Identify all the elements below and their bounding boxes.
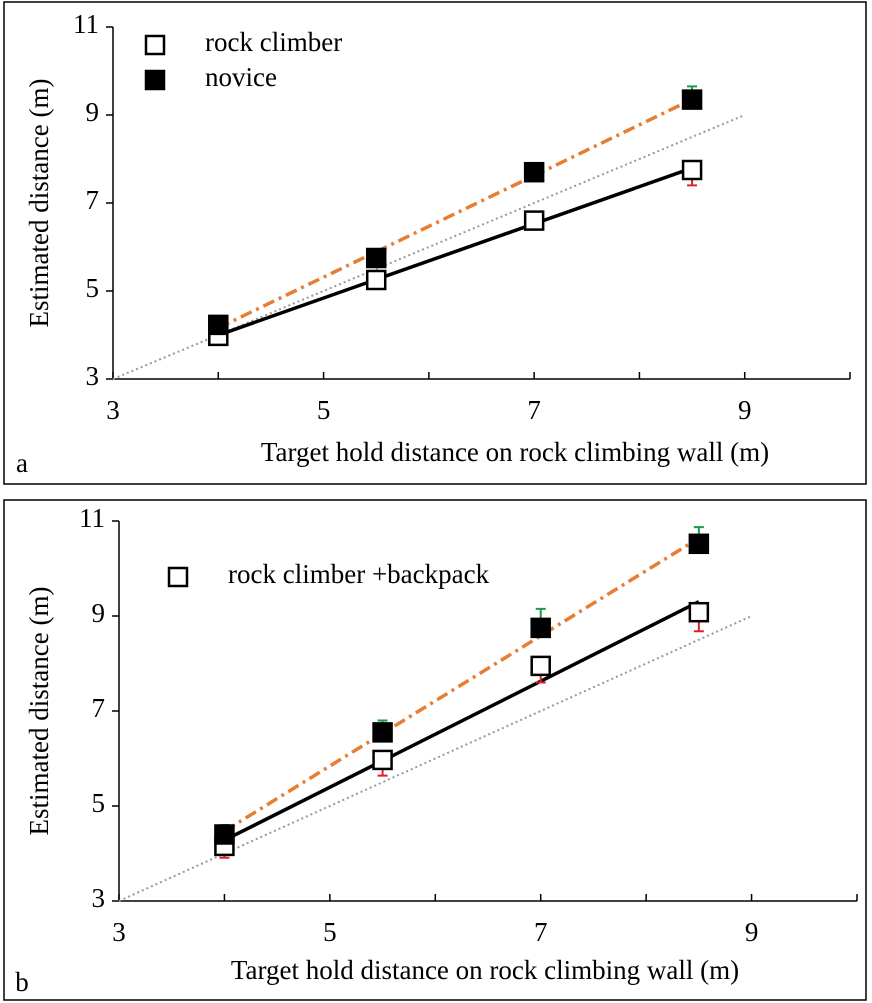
panel-label: b	[15, 967, 29, 997]
data-point	[688, 601, 710, 623]
data-point	[365, 247, 387, 269]
y-tick-label: 5	[92, 788, 106, 818]
panel-frame	[3, 1, 867, 485]
legend-marker	[144, 69, 166, 91]
x-tick-label: 7	[527, 395, 541, 425]
panel-frame	[3, 499, 867, 1001]
data-point	[530, 655, 551, 677]
x-tick-label: 5	[317, 395, 331, 425]
y-tick-label: 3	[92, 883, 106, 913]
data-point	[681, 159, 703, 181]
y-tick-label: 5	[86, 273, 100, 303]
fit-line	[223, 536, 700, 833]
legend-label: rock climber +backpack	[228, 559, 490, 589]
y-tick-label: 3	[86, 361, 100, 391]
fit-line	[217, 97, 693, 330]
data-point	[681, 89, 703, 110]
x-tick-label: 3	[106, 395, 120, 425]
legend-label: rock climber	[205, 27, 342, 57]
y-tick-label: 11	[79, 503, 105, 533]
x-axis-label: Target hold distance on rock climbing wa…	[261, 437, 769, 467]
x-tick-label: 9	[745, 917, 759, 947]
data-point	[372, 749, 393, 771]
fit-line	[223, 600, 700, 842]
data-point	[523, 210, 545, 231]
x-tick-label: 5	[323, 917, 337, 947]
identity-line	[118, 615, 752, 902]
y-tick-label: 9	[86, 97, 100, 127]
x-tick-label: 3	[112, 917, 126, 947]
legend-marker	[144, 34, 166, 56]
x-tick-label: 9	[738, 395, 752, 425]
legend-label: novice	[205, 62, 277, 92]
y-tick-label: 7	[86, 185, 100, 215]
data-point	[530, 617, 551, 639]
data-point	[523, 161, 545, 183]
data-point	[372, 722, 393, 743]
y-axis-label: Estimated distance (m)	[24, 79, 54, 328]
y-tick-label: 11	[73, 9, 99, 39]
panel-label: a	[16, 448, 28, 478]
legend-marker	[167, 566, 189, 588]
data-point	[208, 314, 229, 336]
y-axis-label: Estimated distance (m)	[24, 587, 54, 836]
data-point	[688, 533, 710, 555]
y-tick-label: 7	[92, 693, 106, 723]
x-tick-label: 7	[534, 917, 548, 947]
data-point	[214, 824, 235, 845]
fit-line	[217, 166, 693, 337]
y-tick-label: 9	[92, 598, 106, 628]
data-point	[365, 269, 387, 291]
x-axis-label: Target hold distance on rock climbing wa…	[231, 955, 739, 985]
identity-line	[112, 114, 746, 380]
